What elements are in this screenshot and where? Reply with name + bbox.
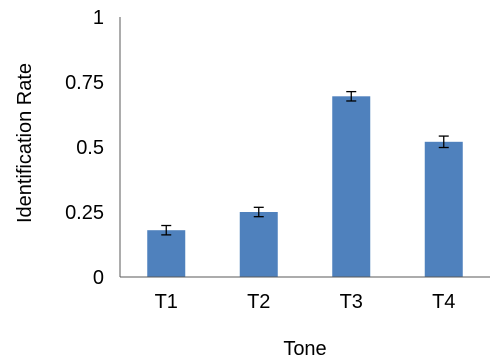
- y-tick-label: 0.25: [65, 202, 104, 224]
- y-tick-label: 1: [93, 7, 104, 29]
- y-axis-ticks: 0 0.25 0.5 0.75 1: [65, 7, 104, 289]
- x-tick-label: T3: [340, 291, 363, 313]
- x-tick-label: T2: [247, 291, 270, 313]
- y-tick-label: 0: [93, 267, 104, 289]
- y-axis-label: Identification Rate: [14, 63, 36, 223]
- bar-t4: [424, 141, 463, 277]
- bar-t1: [147, 230, 186, 277]
- x-axis-label: Tone: [283, 338, 326, 360]
- x-axis-ticks: T1 T2 T3 T4: [155, 291, 456, 313]
- x-tick-label: T4: [432, 291, 455, 313]
- x-tick-label: T1: [155, 291, 178, 313]
- bars-group: [147, 96, 463, 277]
- bar-t3: [332, 96, 371, 277]
- bar-t2: [239, 212, 278, 277]
- y-tick-label: 0.75: [65, 72, 104, 94]
- y-tick-label: 0.5: [76, 137, 104, 159]
- error-bars-group: [161, 90, 449, 236]
